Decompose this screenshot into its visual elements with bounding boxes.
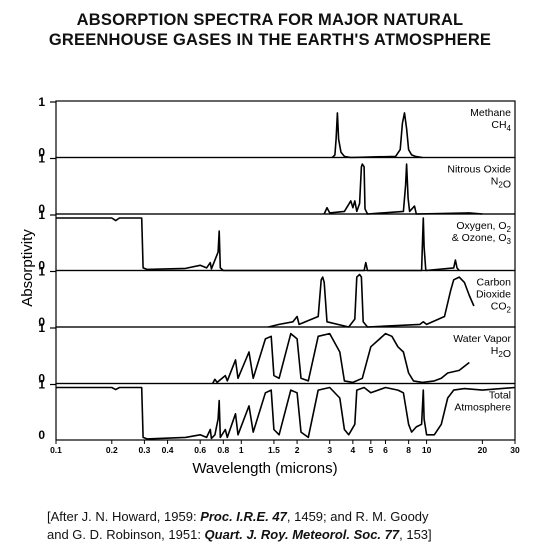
y-tick-label: 0 — [38, 259, 45, 273]
x-tick-label: 6 — [383, 445, 388, 455]
citation-text: , 1459; and R. M. Goody — [286, 509, 429, 524]
citation-text: , 153] — [399, 527, 432, 542]
x-tick-label: 2 — [295, 445, 300, 455]
spectrum-line — [56, 386, 516, 440]
x-tick-label: 1 — [239, 445, 244, 455]
x-tick-label: 3 — [327, 445, 332, 455]
legend-formula: H2O — [491, 345, 511, 360]
x-tick-label: 0.8 — [217, 445, 229, 455]
y-tick-label: 1 — [38, 321, 45, 335]
x-tick-label: 8 — [406, 445, 411, 455]
legend-formula: CH4 — [491, 119, 511, 133]
citation-journal: Proc. I.R.E. 47 — [200, 509, 287, 524]
y-tick-label: 1 — [38, 95, 45, 109]
chart-subtitle: GREENHOUSE GASES IN THE EARTH'S ATMOSPHE… — [48, 31, 492, 49]
spectrum-line — [56, 217, 460, 272]
x-tick-label: 0.4 — [162, 445, 174, 455]
y-axis-label: Absorptivity — [19, 229, 36, 307]
citation-line-1: [After J. N. Howard, 1959: Proc. I.R.E. … — [47, 508, 527, 526]
chart-title: ABSORPTION SPECTRA FOR MAJOR NATURAL — [76, 11, 464, 29]
x-tick-label: 1.5 — [268, 445, 280, 455]
legend-formula: Atmosphere — [454, 402, 511, 414]
x-tick-label: 4 — [350, 445, 355, 455]
x-tick-label: 0.3 — [138, 445, 150, 455]
legend-formula: CO2 — [491, 301, 512, 315]
y-tick-label: 1 — [38, 378, 45, 392]
x-tick-label: 30 — [510, 445, 520, 455]
legend-label: Water Vapor — [453, 333, 511, 345]
x-tick-label: 5 — [368, 445, 373, 455]
spectrum-line — [331, 112, 423, 159]
y-tick-label: 0 — [38, 146, 45, 160]
x-tick-label: 0.6 — [194, 445, 206, 455]
citation-text: and G. D. Robinson, 1951: — [47, 527, 205, 542]
legend-label: Total — [489, 390, 511, 402]
panel-frame — [55, 382, 516, 441]
spectrum-line — [268, 273, 475, 328]
x-axis-label: Wavelength (microns) — [192, 460, 337, 477]
panel-oxygen-o: 1 0 Oxygen, O2& Ozone, O3 — [38, 208, 516, 273]
legend-label: Dioxide — [476, 289, 511, 301]
panel-frame — [55, 156, 516, 215]
legend-formula: N2O — [491, 176, 511, 191]
citation-journal: Quart. J. Roy. Meteorol. Soc. 77 — [204, 527, 400, 542]
y-tick-label: 0 — [38, 372, 45, 386]
citation-line-2: and G. D. Robinson, 1951: Quart. J. Roy.… — [47, 526, 527, 544]
x-tick-label: 0.2 — [106, 445, 118, 455]
panel-frame — [55, 269, 516, 328]
y-tick-label: 1 — [38, 265, 45, 279]
x-tick-label: 0.1 — [50, 445, 62, 455]
y-tick-label: 0 — [38, 202, 45, 216]
y-tick-label: 0 — [38, 315, 45, 329]
spectrum-line — [211, 332, 470, 384]
y-tick-label: 1 — [38, 152, 45, 166]
x-tick-label: 20 — [478, 445, 488, 455]
y-tick-label: 1 — [38, 208, 45, 222]
x-tick-label: 10 — [422, 445, 432, 455]
legend-label: Oxygen, O2 — [456, 220, 511, 234]
spectrum-line — [323, 163, 483, 215]
legend-label: Methane — [470, 107, 511, 119]
legend-formula: & Ozone, O3 — [452, 232, 512, 246]
citation-text: [After J. N. Howard, 1959: — [47, 509, 201, 524]
panel-frame — [55, 213, 516, 272]
legend-label: Nitrous Oxide — [447, 164, 511, 176]
panel-frame — [55, 100, 516, 159]
y-tick-label: 0 — [38, 428, 45, 442]
legend-label: Carbon — [477, 277, 512, 289]
